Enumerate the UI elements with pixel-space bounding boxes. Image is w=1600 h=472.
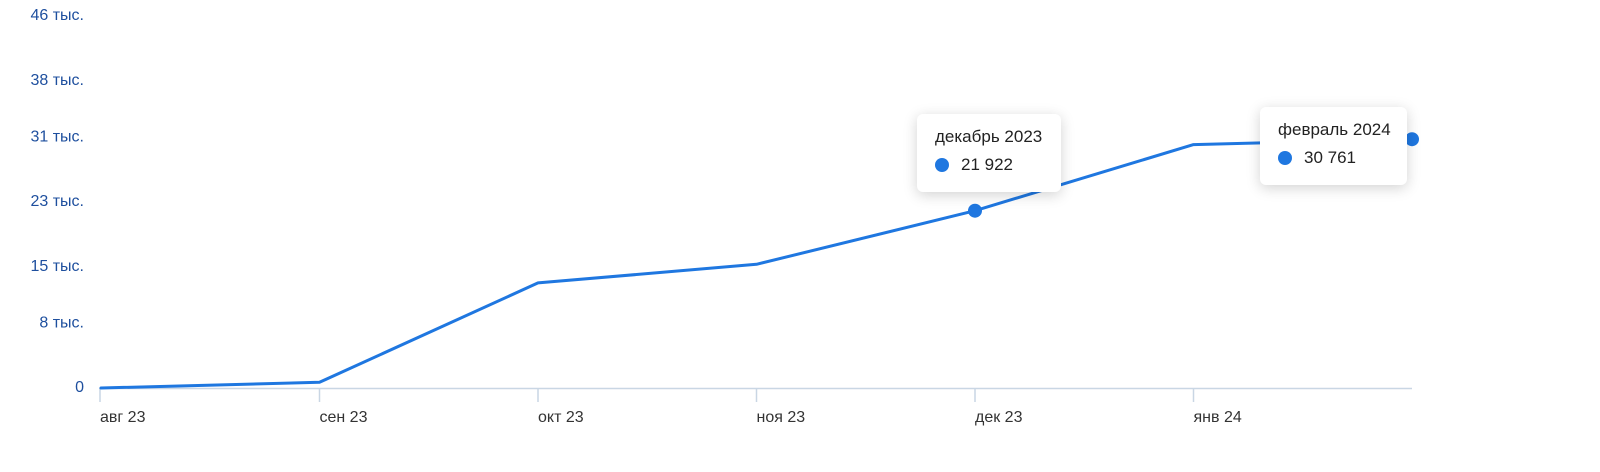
- data-point: [968, 203, 982, 218]
- series-marker-icon: [935, 158, 949, 172]
- tooltip-value: 21 922: [961, 155, 1013, 174]
- y-tick-label: 31 тыс.: [30, 129, 84, 146]
- x-tick-label: дек 23: [975, 409, 1023, 426]
- point-tooltip: декабрь 2023 21 922: [917, 114, 1061, 192]
- x-tick-label: авг 23: [100, 409, 146, 426]
- y-tick-label: 15 тыс.: [30, 258, 84, 275]
- series-marker-icon: [1278, 151, 1292, 165]
- y-tick-label: 23 тыс.: [30, 193, 84, 210]
- data-point: [1405, 132, 1419, 147]
- tooltip-title: февраль 2024: [1278, 120, 1391, 139]
- y-tick-label: 8 тыс.: [39, 315, 84, 332]
- tooltip-row: 30 761: [1278, 147, 1389, 169]
- x-tick-label: сен 23: [320, 409, 368, 426]
- x-tick-label: окт 23: [538, 409, 584, 426]
- y-tick-label: 38 тыс.: [30, 72, 84, 89]
- tooltip-row: 21 922: [935, 154, 1043, 176]
- series-line: [99, 137, 1414, 390]
- x-tick-label: ноя 23: [757, 409, 806, 426]
- x-tick-label: янв 24: [1194, 409, 1242, 426]
- tooltip-value: 30 761: [1304, 148, 1356, 167]
- y-tick-label: 46 тыс.: [30, 7, 84, 24]
- y-tick-label: 0: [75, 379, 84, 396]
- tooltip-title: декабрь 2023: [935, 127, 1043, 146]
- point-tooltip: февраль 2024 30 761: [1260, 107, 1407, 185]
